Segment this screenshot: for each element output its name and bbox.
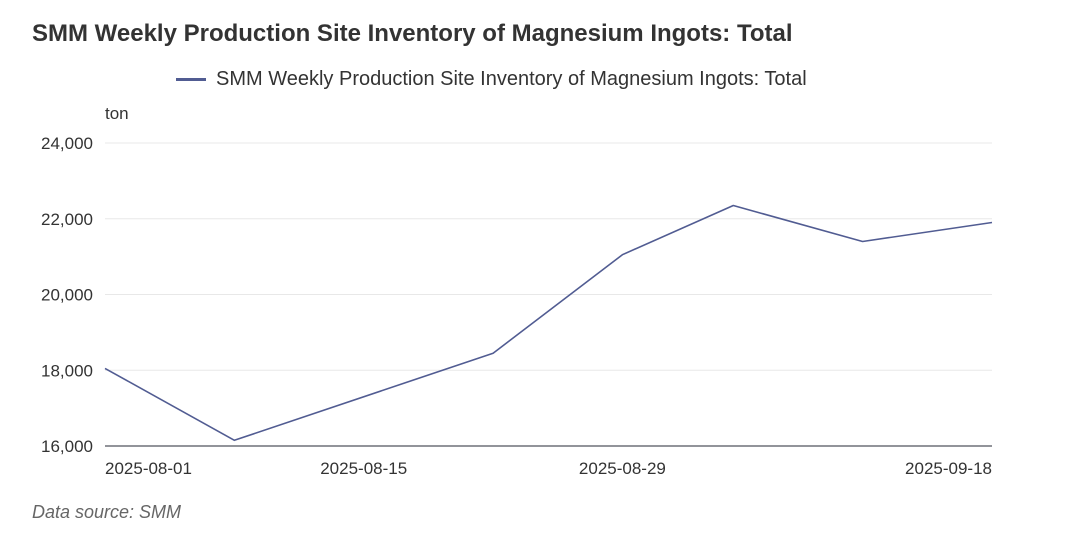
y-axis-unit-label: ton [105, 104, 129, 123]
chart-title: SMM Weekly Production Site Inventory of … [32, 20, 793, 47]
data-point[interactable] [617, 250, 627, 260]
data-point[interactable] [100, 363, 110, 373]
x-tick-label: 2025-09-18 [905, 459, 992, 478]
legend[interactable]: SMM Weekly Production Site Inventory of … [176, 66, 807, 92]
y-tick-label: 16,000 [41, 437, 93, 456]
x-tick-label: 2025-08-15 [320, 459, 407, 478]
y-tick-label: 20,000 [41, 286, 93, 305]
data-point[interactable] [728, 200, 738, 210]
data-point[interactable] [858, 236, 868, 246]
data-point[interactable] [987, 218, 997, 228]
data-point[interactable] [229, 435, 239, 445]
x-tick-label: 2025-08-29 [579, 459, 666, 478]
data-source-note: Data source: SMM [32, 502, 182, 522]
y-tick-label: 18,000 [41, 361, 93, 380]
legend-label: SMM Weekly Production Site Inventory of … [216, 67, 807, 90]
data-point[interactable] [488, 348, 498, 358]
legend-line-icon [176, 77, 206, 81]
series-line[interactable] [104, 204, 993, 442]
x-tick-label: 2025-08-01 [105, 459, 192, 478]
y-tick-label: 24,000 [41, 134, 93, 153]
y-tick-label: 22,000 [41, 210, 93, 229]
